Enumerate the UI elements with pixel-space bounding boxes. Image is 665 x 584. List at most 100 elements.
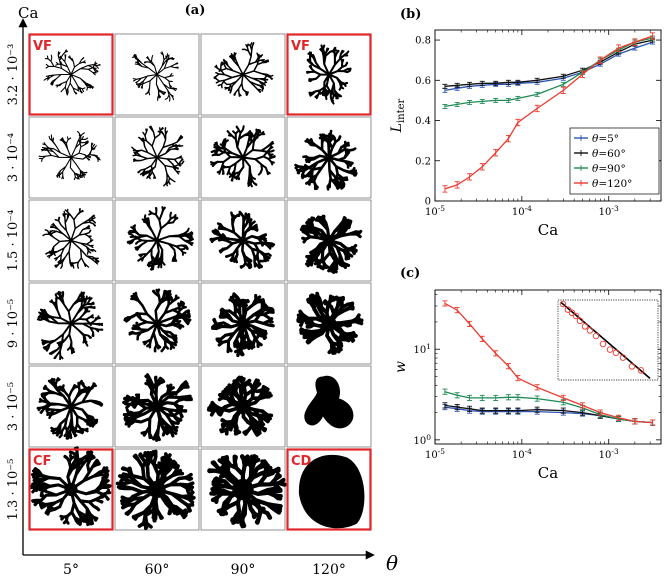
pattern-grid bbox=[28, 33, 372, 531]
row-label: 1.5 · 10⁻⁴ bbox=[6, 210, 21, 272]
x-tick-label: 10-3 bbox=[599, 447, 619, 461]
inset-marker bbox=[619, 354, 627, 361]
series-line bbox=[444, 39, 653, 87]
pattern-branches bbox=[299, 214, 363, 274]
regime-label: VF bbox=[33, 39, 52, 54]
highlight-box bbox=[286, 33, 372, 116]
pattern-branches bbox=[29, 446, 112, 527]
pattern bbox=[42, 208, 100, 269]
x-axis-label: Ca bbox=[538, 464, 558, 482]
pattern bbox=[123, 288, 192, 353]
pattern-core bbox=[237, 317, 249, 330]
inset-marker bbox=[599, 340, 607, 348]
pattern bbox=[38, 130, 101, 181]
panel-c: (c) 10-5 10-4 10-3 100 101 Ca w bbox=[393, 266, 662, 482]
pattern-branches bbox=[209, 125, 276, 188]
highlight-box bbox=[28, 33, 114, 116]
pattern-branches bbox=[122, 373, 193, 442]
y-axis-label: Linter bbox=[389, 98, 407, 133]
highlight-box bbox=[286, 448, 372, 531]
pattern bbox=[305, 44, 352, 105]
pattern-core bbox=[235, 398, 251, 415]
row-label: 9 · 10⁻⁵ bbox=[6, 299, 21, 348]
row-label: 1.3 · 10⁻⁵ bbox=[6, 459, 21, 521]
inset-marker bbox=[606, 346, 614, 353]
highlight-box bbox=[28, 448, 114, 531]
pattern-branches bbox=[123, 288, 192, 353]
pattern bbox=[36, 377, 104, 440]
column-labels: 5° 60° 90° 120° bbox=[63, 562, 346, 578]
row-labels: 3.2 · 10⁻³ 3 · 10⁻⁴ 1.5 · 10⁻⁴ 9 · 10⁻⁵ 3 · … bbox=[6, 44, 21, 521]
x-tick-label: 10-3 bbox=[599, 204, 619, 218]
pattern-branches bbox=[42, 208, 100, 269]
x-axis-label: Ca bbox=[538, 221, 558, 239]
row-label: 3.2 · 10⁻³ bbox=[6, 44, 21, 106]
legend-label: θ=120° bbox=[592, 178, 632, 190]
pattern bbox=[131, 51, 179, 102]
x-tick-label: 10-5 bbox=[425, 447, 445, 461]
ca-axis-label: Ca bbox=[18, 4, 38, 22]
panel-b-label: (b) bbox=[400, 7, 421, 22]
compact-cluster bbox=[304, 375, 354, 429]
pattern-branches bbox=[209, 210, 276, 270]
regime-label: CF bbox=[33, 454, 51, 469]
pattern bbox=[213, 42, 274, 97]
regime-label: CD bbox=[291, 454, 312, 469]
pattern-core bbox=[151, 400, 163, 413]
compact-droplet bbox=[298, 454, 365, 529]
row-label: 3 · 10⁻⁵ bbox=[6, 382, 21, 431]
inset-marker bbox=[592, 332, 600, 340]
x-tick-label: 10-4 bbox=[512, 204, 532, 218]
pattern-branches bbox=[43, 49, 101, 96]
panel-b: (b) 10-5 10-4 10-3 0 0.2 0.4 0.6 0.8 Ca Linter θ=5… bbox=[389, 7, 662, 239]
regime-highlights: VF VF CF CD bbox=[28, 33, 372, 531]
column-label: 5° bbox=[63, 562, 79, 578]
pattern bbox=[126, 206, 194, 271]
panel-c-label: (c) bbox=[400, 266, 420, 281]
y-tick-label: 100 bbox=[413, 433, 431, 447]
pattern bbox=[43, 49, 101, 96]
pattern bbox=[131, 125, 185, 187]
pattern bbox=[206, 375, 274, 437]
pattern-branches bbox=[131, 51, 179, 102]
pattern-branches bbox=[305, 44, 352, 105]
pattern-branches bbox=[36, 290, 104, 361]
pattern-branches bbox=[38, 130, 101, 181]
regime-label: VF bbox=[291, 39, 310, 54]
legend-label: θ=60° bbox=[592, 148, 626, 160]
y-tick-label: 0.4 bbox=[415, 116, 431, 127]
pattern bbox=[207, 454, 287, 529]
y-tick-label: 101 bbox=[413, 342, 431, 356]
panel-a: (a) Ca θ 3.2 · 10⁻³ 3 · 10⁻⁴ 1.5 · 10⁻⁴ 9 ·… bbox=[6, 3, 398, 578]
inset-marker bbox=[564, 306, 572, 313]
pattern bbox=[209, 210, 276, 270]
legend-label: θ=90° bbox=[592, 163, 626, 175]
y-tick-label: 0 bbox=[425, 197, 431, 208]
y-tick-label: 0.2 bbox=[415, 156, 431, 167]
pattern bbox=[122, 373, 193, 442]
inset-marker bbox=[637, 367, 645, 374]
inset-marker bbox=[572, 312, 580, 320]
pattern bbox=[296, 291, 364, 355]
series-line bbox=[444, 391, 653, 424]
pattern bbox=[304, 375, 354, 429]
theta-axis-label: θ bbox=[386, 551, 398, 575]
series-line bbox=[444, 37, 653, 108]
y-axis-label: w bbox=[393, 361, 409, 373]
x-tick-label: 10-5 bbox=[425, 204, 445, 218]
pattern-core bbox=[148, 480, 166, 499]
y-tick-label: 0.6 bbox=[415, 76, 431, 87]
pattern-branches bbox=[36, 377, 104, 440]
pattern bbox=[299, 214, 363, 274]
pattern-core bbox=[323, 234, 335, 247]
series-line bbox=[444, 35, 653, 190]
inset-marker bbox=[559, 300, 567, 308]
pattern bbox=[211, 292, 275, 358]
pattern-core bbox=[64, 482, 78, 497]
pattern-core bbox=[325, 153, 333, 162]
inset-marker bbox=[586, 327, 594, 334]
inset-marker bbox=[581, 323, 589, 330]
pattern-core bbox=[239, 236, 247, 245]
column-label: 60° bbox=[145, 562, 170, 578]
y-tick-label: 0.8 bbox=[415, 36, 431, 47]
